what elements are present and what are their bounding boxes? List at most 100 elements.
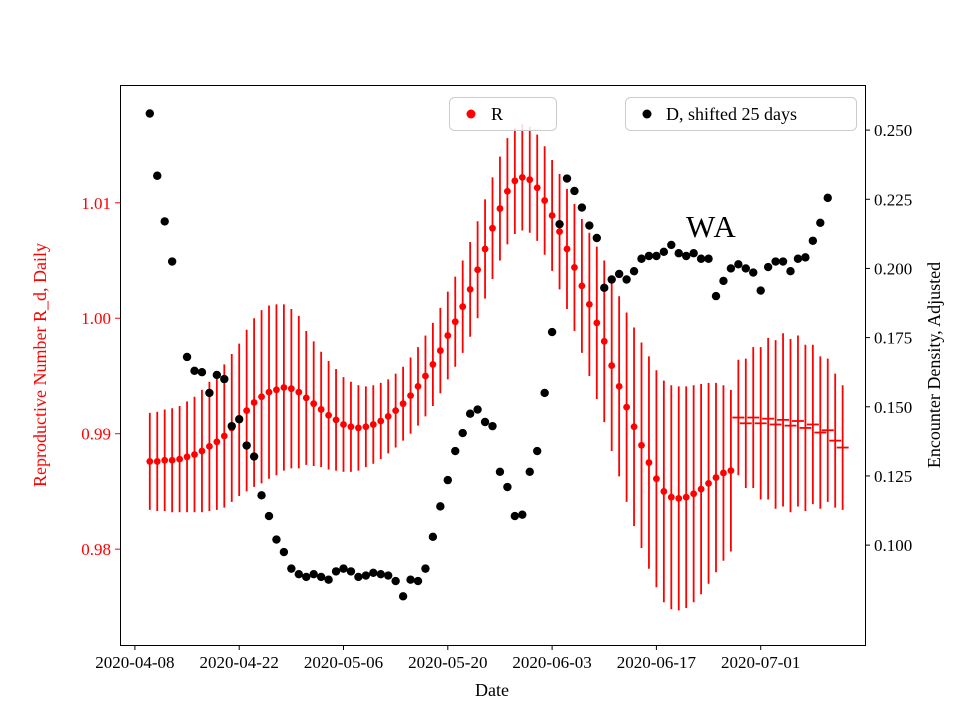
data-point (258, 393, 265, 401)
data-point (354, 572, 363, 582)
data-point (331, 567, 341, 576)
data-point (287, 385, 295, 393)
legend-D-box (625, 97, 857, 131)
data-point (763, 262, 773, 272)
data-layer (145, 109, 849, 611)
data-point (444, 332, 452, 339)
data-point (422, 372, 429, 380)
data-point (413, 576, 423, 586)
data-point (801, 253, 810, 262)
x-axis-label: Date (475, 680, 509, 700)
data-point (265, 388, 273, 396)
data-point (571, 264, 578, 271)
data-point (719, 276, 728, 286)
x-tick-label: 2020-06-03 (512, 653, 591, 672)
y-right-tick-label: 0.100 (874, 536, 912, 555)
data-point (243, 407, 251, 415)
data-point (823, 193, 832, 203)
data-point (249, 452, 259, 461)
data-point (377, 417, 385, 425)
data-point (392, 407, 400, 415)
data-point (489, 224, 496, 232)
data-point (704, 254, 713, 263)
data-point (451, 318, 459, 326)
data-point (518, 173, 526, 181)
data-point (644, 251, 654, 261)
data-point (272, 535, 281, 544)
x-tick-label: 2020-04-08 (95, 653, 174, 672)
data-point (146, 458, 154, 465)
legend-D-label: D, shifted 25 days (666, 104, 797, 124)
data-point (637, 254, 646, 263)
data-point (145, 109, 154, 118)
data-point (451, 446, 460, 456)
data-point (220, 374, 229, 384)
data-point (660, 488, 668, 495)
data-point (317, 406, 325, 413)
data-point (540, 388, 549, 398)
data-point (696, 254, 706, 263)
data-point (220, 432, 228, 440)
x-tick-label: 2020-06-17 (617, 653, 697, 672)
legend-R-marker-icon (466, 109, 476, 119)
data-point (197, 367, 207, 377)
data-point (406, 575, 415, 584)
data-point (808, 236, 818, 245)
data-point (622, 275, 631, 284)
data-point (541, 197, 549, 204)
data-point (793, 254, 803, 263)
data-point (585, 300, 593, 308)
data-point (653, 475, 660, 483)
data-point (488, 421, 497, 431)
data-point (756, 286, 765, 295)
data-point (160, 217, 169, 226)
data-point (443, 475, 452, 485)
data-point (585, 221, 594, 230)
data-point (614, 269, 624, 279)
data-point (682, 493, 690, 501)
data-point (570, 186, 579, 196)
data-point (726, 264, 736, 273)
data-point (190, 366, 199, 376)
y-right-tick-label: 0.125 (874, 467, 912, 486)
data-point (712, 474, 720, 481)
data-point (481, 245, 489, 253)
data-point (309, 569, 318, 579)
y-left-tick-label: 1.01 (81, 194, 111, 213)
y-right-tick-label: 0.250 (874, 121, 912, 140)
data-point (578, 282, 586, 290)
data-point (273, 386, 280, 394)
data-point (264, 511, 274, 521)
data-point (384, 571, 393, 580)
y-left-tick-label: 1.00 (81, 309, 111, 328)
data-point (294, 569, 303, 579)
data-point (629, 267, 639, 276)
y-right-tick-label: 0.200 (874, 259, 912, 278)
data-point (720, 469, 727, 477)
data-point (339, 564, 348, 573)
data-point (414, 382, 422, 390)
data-point (176, 455, 184, 463)
data-point (205, 388, 214, 398)
ticks-layer: 2020-04-08 2020-04-22 2020-05-06 2020-05-20… (81, 121, 912, 672)
data-point (361, 571, 371, 580)
data-point (607, 275, 616, 284)
data-point (473, 405, 482, 414)
data-point (340, 421, 347, 428)
data-point (316, 572, 326, 582)
data-point (235, 415, 244, 424)
data-point (659, 247, 669, 257)
legend-D: D, shifted 25 days (625, 97, 857, 131)
data-point (771, 257, 780, 266)
data-point (674, 249, 683, 258)
series-d-shifted-25-days (145, 109, 832, 601)
data-point (287, 564, 296, 573)
data-point (504, 187, 511, 195)
data-point (518, 510, 527, 519)
data-point (667, 240, 676, 250)
data-point (675, 494, 683, 502)
data-point (332, 416, 340, 424)
data-point (511, 177, 519, 185)
state-annotation: WA (686, 209, 737, 244)
